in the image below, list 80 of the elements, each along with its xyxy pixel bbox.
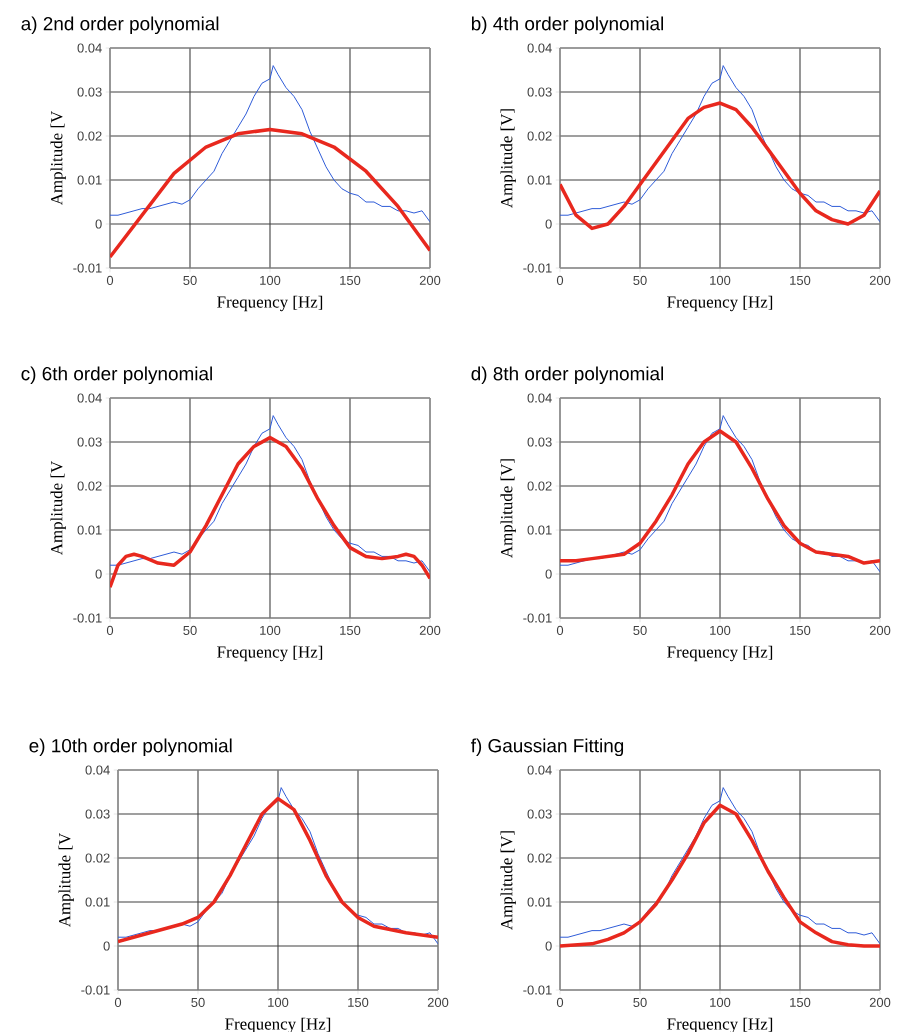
x-tick-label: 200 bbox=[869, 997, 891, 1007]
y-tick-label: 0.01 bbox=[527, 525, 552, 535]
y-tick-label: -0.01 bbox=[81, 985, 110, 995]
y-tick-label: 0.02 bbox=[527, 131, 552, 141]
y-tick-label: 0.03 bbox=[85, 809, 110, 819]
y-tick-label: 0.01 bbox=[77, 525, 102, 535]
x-tick-label: 100 bbox=[268, 997, 289, 1007]
y-axis-title: Amplitude [V bbox=[50, 460, 66, 556]
y-axis-title: Amplitude [V bbox=[58, 832, 74, 928]
x-axis-title: Frequency [Hz] bbox=[217, 295, 323, 312]
y-tick-label: 0 bbox=[545, 941, 552, 951]
x-tick-label: 0 bbox=[556, 997, 564, 1007]
x-tick-label: 0 bbox=[556, 275, 564, 285]
y-tick-label: 0 bbox=[95, 569, 102, 579]
y-tick-label: 0.04 bbox=[527, 43, 552, 53]
x-tick-label: 150 bbox=[348, 997, 369, 1007]
y-tick-label: 0 bbox=[545, 219, 552, 229]
y-tick-label: 0.04 bbox=[527, 765, 552, 775]
y-tick-label: 0.04 bbox=[77, 393, 102, 403]
y-tick-label: 0.04 bbox=[527, 393, 552, 403]
y-tick-label: -0.01 bbox=[73, 263, 102, 273]
y-tick-label: 0.01 bbox=[77, 175, 102, 185]
y-tick-label: 0.02 bbox=[527, 853, 552, 863]
x-tick-label: 200 bbox=[419, 625, 441, 635]
chart-title: f) Gaussian Fitting bbox=[470, 738, 624, 757]
x-axis-title: Frequency [Hz] bbox=[217, 645, 323, 662]
y-tick-label: -0.01 bbox=[73, 613, 102, 623]
x-tick-label: 100 bbox=[260, 625, 281, 635]
x-tick-label: 50 bbox=[191, 997, 205, 1007]
y-tick-label: 0.02 bbox=[527, 481, 552, 491]
y-tick-label: 0.04 bbox=[85, 765, 110, 775]
x-tick-label: 150 bbox=[790, 997, 811, 1007]
chart-title: b) 4th order polynomial bbox=[471, 16, 664, 35]
x-tick-label: 50 bbox=[633, 275, 647, 285]
y-tick-label: 0.03 bbox=[527, 87, 552, 97]
y-tick-label: 0.02 bbox=[77, 481, 102, 491]
y-tick-label: 0.01 bbox=[85, 897, 110, 907]
y-axis-title: Amplitude [V] bbox=[500, 109, 516, 208]
chart-title: e) 10th order polynomial bbox=[29, 738, 232, 757]
y-tick-label: 0.02 bbox=[85, 853, 110, 863]
x-tick-label: 200 bbox=[869, 275, 891, 285]
y-tick-label: 0 bbox=[545, 569, 552, 579]
y-tick-label: -0.01 bbox=[523, 613, 552, 623]
y-tick-label: 0.02 bbox=[77, 131, 102, 141]
x-tick-label: 150 bbox=[340, 625, 361, 635]
y-tick-label: -0.01 bbox=[523, 985, 552, 995]
y-tick-label: 0.03 bbox=[527, 437, 552, 447]
y-tick-label: 0.01 bbox=[527, 897, 552, 907]
x-tick-label: 100 bbox=[710, 997, 731, 1007]
x-tick-label: 50 bbox=[633, 997, 647, 1007]
y-tick-label: 0.01 bbox=[527, 175, 552, 185]
x-tick-label: 0 bbox=[114, 997, 122, 1007]
x-tick-label: 200 bbox=[419, 275, 441, 285]
y-tick-label: 0.04 bbox=[77, 43, 102, 53]
y-tick-label: 0 bbox=[103, 941, 110, 951]
x-tick-label: 100 bbox=[260, 275, 281, 285]
x-tick-label: 0 bbox=[556, 625, 564, 635]
chart-title: d) 8th order polynomial bbox=[471, 366, 664, 385]
x-tick-label: 50 bbox=[183, 625, 197, 635]
y-tick-label: 0.03 bbox=[527, 809, 552, 819]
y-tick-label: -0.01 bbox=[523, 263, 552, 273]
x-tick-label: 200 bbox=[427, 997, 449, 1007]
x-axis-title: Frequency [Hz] bbox=[667, 295, 773, 312]
y-tick-label: 0.03 bbox=[77, 437, 102, 447]
x-tick-label: 100 bbox=[710, 275, 731, 285]
y-axis-title: Amplitude [V] bbox=[500, 831, 516, 930]
x-tick-label: 200 bbox=[869, 625, 891, 635]
y-tick-label: 0.03 bbox=[77, 87, 102, 97]
x-tick-label: 150 bbox=[340, 275, 361, 285]
y-tick-label: 0 bbox=[95, 219, 102, 229]
chart-title: a) 2nd order polynomial bbox=[21, 16, 219, 35]
y-axis-title: Amplitude [V] bbox=[500, 459, 516, 558]
chart-title: c) 6th order polynomial bbox=[21, 366, 212, 385]
x-tick-label: 50 bbox=[633, 625, 647, 635]
x-tick-label: 100 bbox=[710, 625, 731, 635]
y-axis-title: Amplitude [V bbox=[50, 110, 66, 206]
x-tick-label: 150 bbox=[790, 275, 811, 285]
x-tick-label: 150 bbox=[790, 625, 811, 635]
x-axis-title: Frequency [Hz] bbox=[667, 645, 773, 662]
x-tick-label: 50 bbox=[183, 275, 197, 285]
